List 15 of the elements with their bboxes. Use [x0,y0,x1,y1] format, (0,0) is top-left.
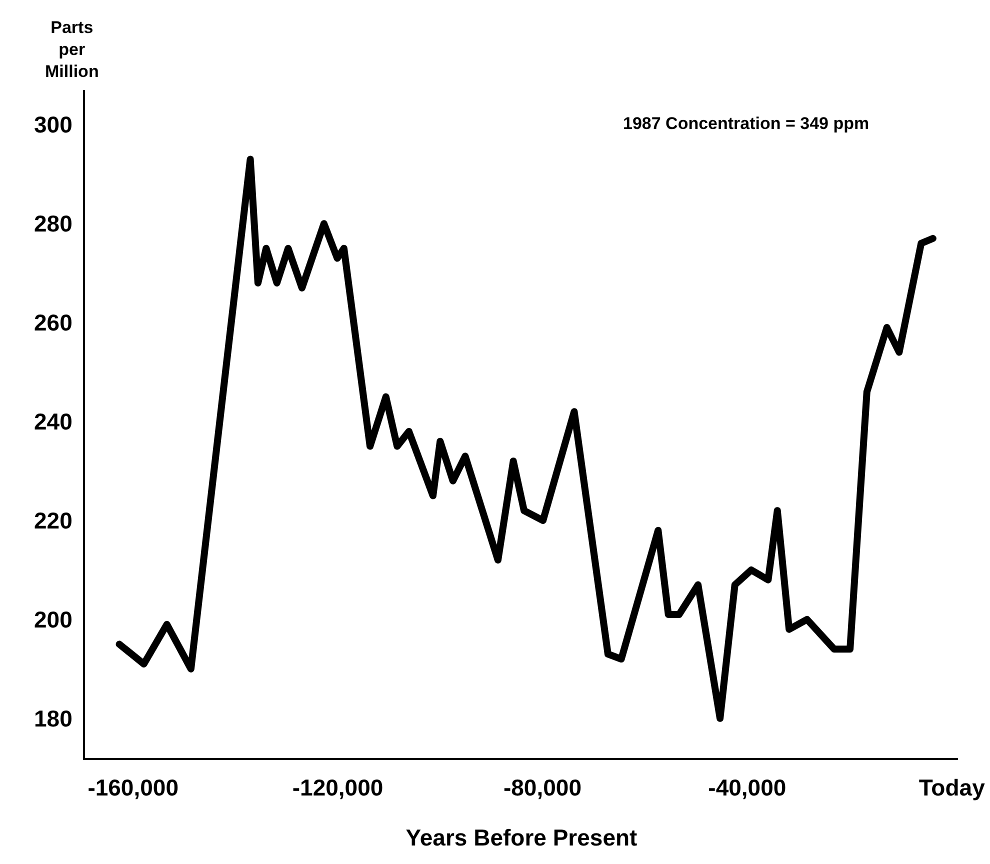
y-tick-label: 280 [34,210,72,237]
x-tick-label: -80,000 [503,774,582,801]
y-tick-label: 180 [34,705,72,732]
y-tick-label: 260 [34,310,72,336]
x-tick-label: -120,000 [292,774,384,801]
x-tick-label: Today [918,774,986,801]
y-tick-label: 200 [34,606,72,632]
x-axis-title: Years Before Present [406,824,638,851]
y-tick-label: 240 [34,408,72,435]
y-tick-label: 300 [34,112,72,138]
y-tick-label: 220 [34,508,72,534]
x-tick-label: -160,000 [88,774,179,801]
y-axis-title: Parts per Million [45,18,99,82]
annotation: 1987 Concentration = 349 ppm [623,114,870,133]
x-tick-label: -40,000 [708,774,786,801]
